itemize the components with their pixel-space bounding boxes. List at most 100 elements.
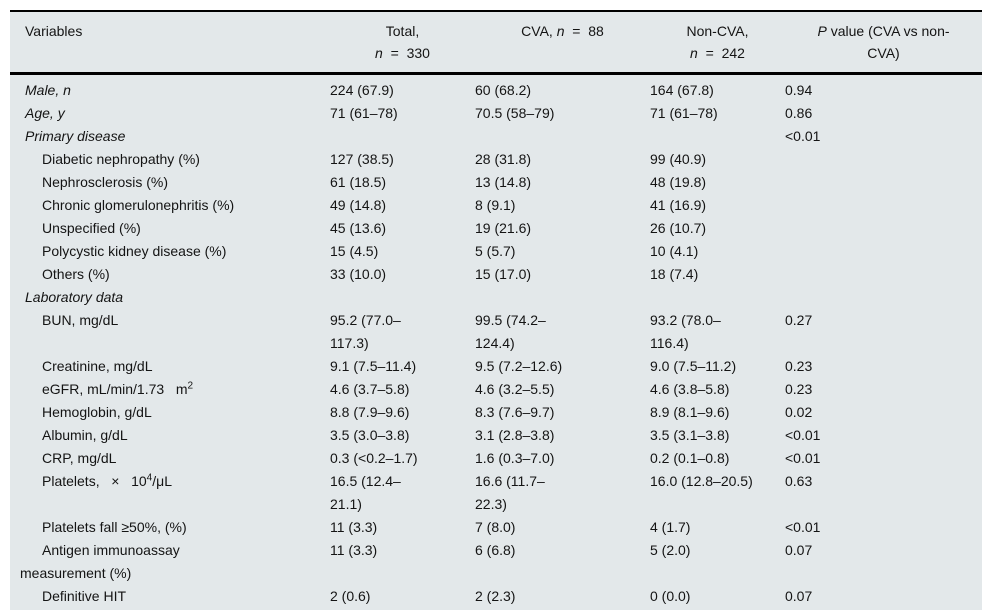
row-label-cell: Hemoglobin, g/dL — [10, 401, 330, 424]
table-row: Others (%) 33 (10.0) 15 (17.0) 18 (7.4) — [10, 263, 982, 286]
header-cva-pre: CVA, — [521, 23, 557, 39]
table-row: Polycystic kidney disease (%) 15 (4.5) 5… — [10, 240, 982, 263]
table-header-row: Variables Total, n = 330 CVA, n = 88 Non… — [10, 12, 982, 75]
row-label: Hemoglobin, g/dL — [42, 404, 152, 420]
table-row: Nephrosclerosis (%) 61 (18.5) 13 (14.8) … — [10, 171, 982, 194]
row-label: Albumin, g/dL — [42, 427, 128, 443]
cell-noncva: 4.6 (3.8–5.8) — [650, 381, 730, 397]
table-row: CRP, mg/dL 0.3 (<0.2–1.7) 1.6 (0.3–7.0) … — [10, 447, 982, 470]
cell-total: 33 (10.0) — [330, 266, 387, 282]
cell-noncva: 8.9 (8.1–9.6) — [650, 404, 730, 420]
row-label: Platelets, × 10 — [42, 473, 147, 489]
cell-total: 2 (0.6) — [330, 588, 371, 604]
cell-noncva: 16.0 (12.8–20.5) — [650, 473, 753, 489]
cell-cva: 2 (2.3) — [475, 588, 516, 604]
row-label-unit: /μL — [152, 473, 172, 489]
table-row: Primary disease <0.01 — [10, 125, 982, 148]
table-row: Platelets, × 104/μL 16.5 (12.4– 21.1) 16… — [10, 470, 982, 516]
cell-noncva: 48 (19.8) — [650, 174, 707, 190]
header-total: Total, n = 330 — [330, 20, 475, 64]
cell-total: 49 (14.8) — [330, 197, 387, 213]
label-superscript: 2 — [187, 380, 194, 392]
cell-noncva: 41 (16.9) — [650, 197, 707, 213]
cell-total: 16.5 (12.4– 21.1) — [330, 473, 401, 512]
label-superscript: 4 — [146, 472, 153, 484]
row-label: eGFR, mL/min/1.73 m — [42, 381, 188, 397]
row-label: Age, y — [25, 105, 65, 121]
table-body: Male, n 224 (67.9) 60 (68.2) 164 (67.8) … — [10, 75, 982, 610]
cell-total: 8.8 (7.9–9.6) — [330, 404, 410, 420]
row-label-cell: Platelets fall ≥50%, (%) — [10, 516, 330, 539]
header-cva: CVA, n = 88 — [475, 20, 650, 42]
row-label-cell: CRP, mg/dL — [10, 447, 330, 470]
header-pvalue: P value (CVA vs non- CVA) — [785, 20, 982, 64]
header-cva-n: n — [556, 23, 565, 39]
row-label: Diabetic nephropathy (%) — [42, 151, 200, 167]
cell-cva: 8.3 (7.6–9.7) — [475, 404, 555, 420]
header-noncva-count: = 242 — [697, 45, 745, 61]
cell-pvalue: 0.27 — [785, 312, 813, 328]
cell-cva: 6 (6.8) — [475, 542, 516, 558]
row-label: Antigen immunoassay measurement (%) — [20, 542, 180, 581]
cell-pvalue: 0.07 — [785, 542, 813, 558]
row-label: Male, n — [25, 82, 71, 98]
table-row: Chronic glomerulonephritis (%) 49 (14.8)… — [10, 194, 982, 217]
cell-total: 11 (3.3) — [330, 519, 378, 535]
cell-total: 127 (38.5) — [330, 151, 394, 167]
row-label: Platelets fall ≥50%, (%) — [42, 519, 187, 535]
cell-cva: 7 (8.0) — [475, 519, 516, 535]
cell-cva: 15 (17.0) — [475, 266, 532, 282]
row-label: Polycystic kidney disease (%) — [42, 243, 227, 259]
header-total-n: n — [375, 45, 383, 61]
cell-noncva: 71 (61–78) — [650, 105, 718, 121]
header-noncva: Non-CVA, n = 242 — [650, 20, 785, 64]
cell-cva: 28 (31.8) — [475, 151, 532, 167]
row-label: Primary disease — [25, 128, 126, 144]
row-label-cell: Platelets, × 104/μL — [10, 470, 330, 493]
cell-pvalue: <0.01 — [785, 128, 821, 144]
cell-cva: 5 (5.7) — [475, 243, 516, 259]
header-pvalue-label: value (CVA vs non- CVA) — [830, 23, 950, 61]
table-row: Male, n 224 (67.9) 60 (68.2) 164 (67.8) … — [10, 79, 982, 102]
table-row: Laboratory data — [10, 286, 982, 309]
table-row: Hemoglobin, g/dL 8.8 (7.9–9.6) 8.3 (7.6–… — [10, 401, 982, 424]
cell-cva: 60 (68.2) — [475, 82, 532, 98]
row-label: BUN, mg/dL — [42, 312, 119, 328]
patient-characteristics-table: Variables Total, n = 330 CVA, n = 88 Non… — [10, 10, 982, 610]
header-cva-count: = 88 — [564, 23, 604, 39]
cell-cva: 99.5 (74.2– 124.4) — [475, 312, 546, 351]
cell-pvalue: 0.02 — [785, 404, 813, 420]
cell-cva: 70.5 (58–79) — [475, 105, 555, 121]
cell-pvalue: 0.63 — [785, 473, 813, 489]
row-label: Laboratory data — [25, 289, 124, 305]
row-label-cell: Definitive HIT — [10, 585, 330, 608]
cell-pvalue: <0.01 — [785, 519, 821, 535]
cell-total: 45 (13.6) — [330, 220, 387, 236]
cell-noncva: 99 (40.9) — [650, 151, 707, 167]
row-label: Creatinine, mg/dL — [42, 358, 153, 374]
table-row: Definitive HIT 2 (0.6) 2 (2.3) 0 (0.0) 0… — [10, 585, 982, 608]
cell-total: 3.5 (3.0–3.8) — [330, 427, 410, 443]
row-label: Definitive HIT — [42, 588, 127, 604]
cell-noncva: 164 (67.8) — [650, 82, 714, 98]
cell-pvalue: <0.01 — [785, 427, 821, 443]
cell-pvalue: 0.23 — [785, 381, 813, 397]
table-row: Diabetic nephropathy (%) 127 (38.5) 28 (… — [10, 148, 982, 171]
cell-noncva: 10 (4.1) — [650, 243, 699, 259]
cell-cva: 1.6 (0.3–7.0) — [475, 450, 555, 466]
cell-cva: 16.6 (11.7– 22.3) — [475, 473, 545, 512]
cell-pvalue: <0.01 — [785, 450, 821, 466]
row-label-cell: Polycystic kidney disease (%) — [10, 240, 330, 263]
cell-noncva: 0 (0.0) — [650, 588, 691, 604]
table-row: Albumin, g/dL 3.5 (3.0–3.8) 3.1 (2.8–3.8… — [10, 424, 982, 447]
cell-pvalue: 0.23 — [785, 358, 813, 374]
cell-total: 95.2 (77.0– 117.3) — [330, 312, 401, 351]
table-row: Creatinine, mg/dL 9.1 (7.5–11.4) 9.5 (7.… — [10, 355, 982, 378]
cell-noncva: 3.5 (3.1–3.8) — [650, 427, 730, 443]
row-label-cell: Unspecified (%) — [10, 217, 330, 240]
row-label: Nephrosclerosis (%) — [42, 174, 169, 190]
cell-cva: 8 (9.1) — [475, 197, 516, 213]
row-label-cell: Others (%) — [10, 263, 330, 286]
cell-total: 0.3 (<0.2–1.7) — [330, 450, 418, 466]
